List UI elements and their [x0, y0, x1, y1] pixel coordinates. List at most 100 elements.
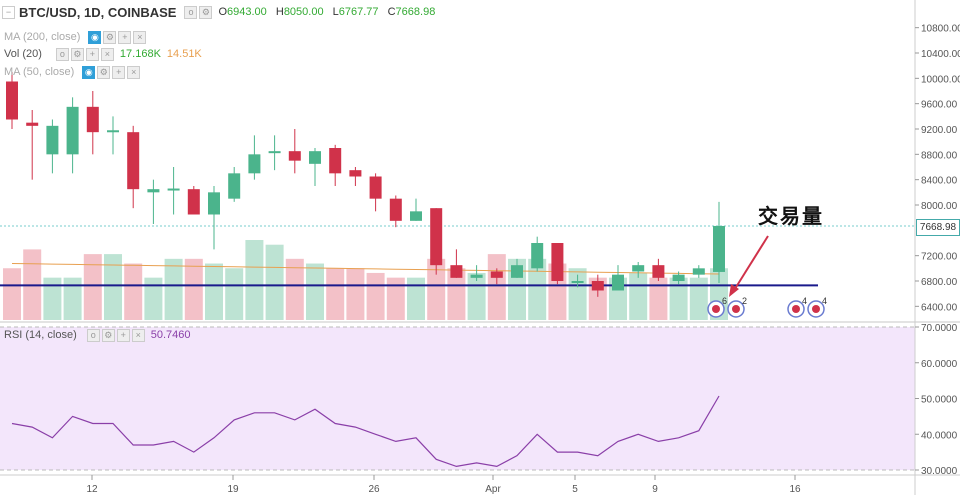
close-value: 7668.98 [395, 6, 436, 18]
add-icon[interactable]: + [85, 47, 99, 61]
time-tick-label: 12 [86, 484, 98, 495]
volume-label[interactable]: Vol (20) [4, 48, 42, 60]
time-tick-label: 19 [227, 484, 239, 495]
visibility-eye-icon[interactable]: ◉ [88, 30, 102, 44]
candle-body [369, 176, 382, 199]
settings-icon[interactable]: ⚙ [70, 47, 84, 61]
candle-body [692, 268, 705, 275]
candle-body [551, 243, 564, 281]
volume-annotation: 交易量 [758, 204, 824, 228]
candle-body [288, 151, 301, 161]
candle-body [531, 243, 544, 269]
price-tick-label: 8800.00 [921, 150, 958, 161]
price-tick-label: 8400.00 [921, 176, 958, 187]
price-tick-label: 10800.00 [921, 24, 960, 35]
candle-body [66, 106, 79, 155]
candle-body [713, 225, 725, 272]
time-tick-label: 26 [368, 484, 380, 495]
candle-body [450, 265, 463, 278]
rsi-tick-label: 60.0000 [921, 359, 958, 370]
symbol-title[interactable]: BTC/USD, 1D, COINBASE [19, 4, 177, 20]
low-value: 6767.77 [338, 6, 379, 18]
add-icon[interactable]: + [112, 65, 126, 79]
event-badge-flag [812, 305, 820, 313]
candle-body [107, 130, 119, 133]
rsi-tick-label: 70.0000 [921, 323, 958, 334]
price-tick-label: 9600.00 [921, 100, 958, 111]
ma200-label[interactable]: MA (200, close) [4, 31, 81, 43]
candle-body [147, 189, 160, 193]
candle-body [46, 125, 59, 155]
candle-body [187, 189, 200, 215]
volume-bar [124, 263, 143, 320]
settings-icon[interactable]: ⚙ [101, 328, 115, 342]
volume-bar [447, 268, 466, 320]
add-icon[interactable]: + [118, 30, 132, 44]
settings-icon[interactable]: ⚙ [199, 5, 213, 19]
rsi-line [11, 395, 720, 468]
volume-bar [689, 277, 708, 320]
volume-ma-value: 14.51K [166, 48, 202, 60]
candle-body [591, 281, 604, 291]
candle-body [309, 151, 321, 164]
candle-body [6, 81, 18, 120]
eye-icon[interactable]: o [55, 47, 69, 61]
candle-body [490, 271, 503, 278]
close-icon[interactable]: × [100, 47, 114, 61]
candle-body [672, 274, 685, 281]
candle-body [389, 198, 402, 221]
close-icon[interactable]: × [127, 65, 141, 79]
volume-bar [346, 268, 365, 320]
volume-bar [629, 272, 648, 320]
volume-legend[interactable]: Vol (20) o ⚙ + × 17.168K 14.51K [0, 46, 202, 62]
visibility-eye-icon[interactable]: ◉ [82, 65, 96, 79]
close-icon[interactable]: × [133, 30, 147, 44]
ma200-legend[interactable]: MA (200, close) ◉ ⚙ + × [0, 29, 147, 45]
rsi-label[interactable]: RSI (14, close) [4, 329, 77, 341]
candle-body [127, 132, 140, 190]
event-badge-count: 4 [802, 296, 807, 306]
volume-bar [184, 258, 203, 320]
annotation-arrow-shaft [732, 235, 769, 293]
close-icon[interactable]: × [131, 328, 145, 342]
open-value: 6943.00 [227, 6, 267, 18]
candle-body [26, 122, 39, 126]
candle-body [571, 281, 584, 283]
collapse-icon[interactable]: − [2, 5, 15, 19]
rsi-tick-label: 40.0000 [921, 430, 958, 441]
annotation-arrow-head [729, 284, 739, 297]
ma50-label[interactable]: MA (50, close) [4, 66, 75, 78]
eye-icon[interactable]: o [184, 5, 198, 19]
ma50-legend[interactable]: MA (50, close) ◉ ⚙ + × [0, 64, 141, 80]
symbol-legend: − BTC/USD, 1D, COINBASE o ⚙ O6943.00 H80… [0, 4, 435, 20]
volume-bar [487, 254, 506, 320]
event-badge-flag [732, 305, 740, 313]
candle-body [612, 274, 624, 291]
candle-body [652, 265, 665, 278]
volume-bar [43, 277, 62, 320]
volume-bar [144, 277, 163, 320]
volume-bar [366, 272, 385, 320]
settings-icon[interactable]: ⚙ [103, 30, 117, 44]
candle-body [430, 208, 443, 266]
event-badge-count: 6 [722, 296, 727, 306]
add-icon[interactable]: + [116, 328, 130, 342]
settings-icon[interactable]: ⚙ [97, 65, 111, 79]
volume-bar [386, 277, 405, 320]
volume-bar [306, 263, 324, 320]
event-badge-count: 4 [822, 296, 827, 306]
high-value: 8050.00 [283, 6, 324, 18]
event-badge-flag [712, 305, 720, 313]
rsi-band [0, 327, 915, 470]
volume-bar [205, 263, 223, 320]
price-tick-label: 10000.00 [921, 74, 960, 85]
candle-body [228, 173, 241, 199]
price-tick-label: 9200.00 [921, 125, 958, 136]
volume-bar [265, 244, 284, 320]
candle-body [329, 148, 342, 174]
volume-bar [427, 258, 446, 320]
eye-icon[interactable]: o [86, 328, 100, 342]
volume-bar [104, 254, 122, 320]
rsi-legend[interactable]: RSI (14, close) o ⚙ + × 50.7460 [0, 327, 191, 343]
